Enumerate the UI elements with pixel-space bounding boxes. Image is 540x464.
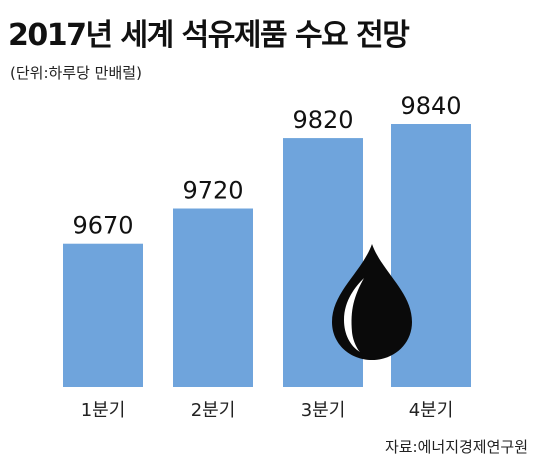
category-label-2: 2분기 (191, 400, 236, 421)
category-label-1: 1분기 (81, 400, 126, 421)
value-label-1: 9670 (72, 212, 133, 240)
bar-1 (63, 243, 143, 387)
category-label-3: 3분기 (301, 400, 346, 421)
category-label-4: 4분기 (409, 400, 454, 421)
value-label-3: 9820 (292, 106, 353, 134)
source-note: 자료:에너지경제연구원 (384, 438, 528, 456)
chart-subtitle: (단위:하루당 만배럴) (10, 64, 142, 82)
bar-2 (173, 208, 253, 387)
value-label-2: 9720 (182, 177, 243, 205)
value-label-4: 9840 (400, 92, 461, 120)
oil-drop-icon (332, 244, 412, 360)
bar-4 (391, 124, 471, 387)
chart-title: 2017년 세계 석유제품 수요 전망 (8, 18, 410, 53)
